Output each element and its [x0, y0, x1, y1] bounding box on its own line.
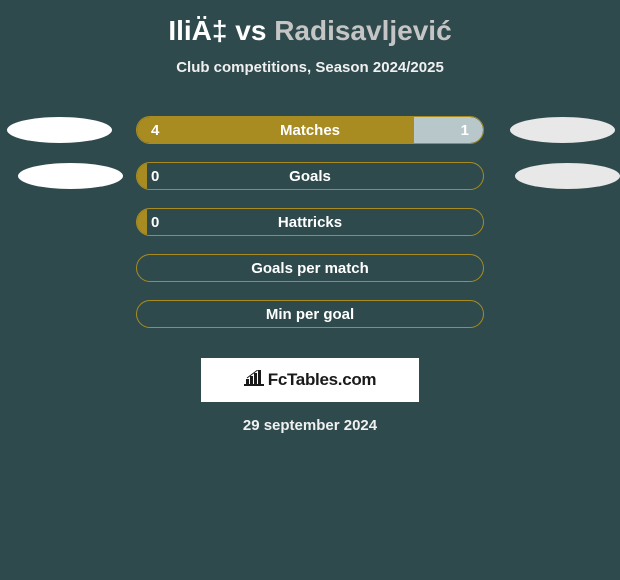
- player2-name: Radisavljević: [274, 15, 451, 46]
- bar-segment-right: [414, 117, 483, 143]
- stat-label: Goals per match: [251, 260, 369, 277]
- stat-bar: Goals 0: [136, 162, 484, 190]
- bar-segment-left: [137, 209, 147, 235]
- stat-label: Matches: [280, 122, 340, 139]
- stat-row: Hattricks 0: [0, 208, 620, 236]
- subtitle: Club competitions, Season 2024/2025: [176, 59, 444, 76]
- stat-row: Min per goal: [0, 300, 620, 328]
- ellipse-marker-right: [510, 117, 615, 143]
- stat-label: Min per goal: [266, 306, 354, 323]
- stat-row: Goals per match: [0, 254, 620, 282]
- page-title: IliÄ‡ vs Radisavljević: [168, 15, 451, 47]
- stat-row: Matches 4 1: [0, 116, 620, 144]
- ellipse-marker-right: [515, 163, 620, 189]
- bar-segment-left: [137, 117, 414, 143]
- stat-bar: Hattricks 0: [136, 208, 484, 236]
- stat-row: Goals 0: [0, 162, 620, 190]
- stat-label: Goals: [289, 168, 331, 185]
- logo-text: FcTables.com: [268, 370, 377, 390]
- stat-bar: Min per goal: [136, 300, 484, 328]
- stat-value-left: 4: [151, 122, 159, 139]
- stat-bar: Goals per match: [136, 254, 484, 282]
- ellipse-marker-left: [7, 117, 112, 143]
- stats-block: Matches 4 1 Goals 0 Hattricks 0 Goals per match…: [0, 116, 620, 346]
- stat-label: Hattricks: [278, 214, 342, 231]
- footer-date: 29 september 2024: [243, 417, 377, 434]
- bar-segment-left: [137, 163, 147, 189]
- logo-box[interactable]: FcTables.com: [201, 358, 419, 402]
- vs-text: vs: [227, 15, 274, 46]
- stat-bar: Matches 4 1: [136, 116, 484, 144]
- comparison-container: IliÄ‡ vs Radisavljević Club competitions…: [0, 0, 620, 444]
- stat-value-left: 0: [151, 214, 159, 231]
- player1-name: IliÄ‡: [168, 15, 227, 46]
- stat-value-left: 0: [151, 168, 159, 185]
- ellipse-marker-left: [18, 163, 123, 189]
- chart-icon: [244, 370, 264, 391]
- stat-value-right: 1: [461, 122, 469, 139]
